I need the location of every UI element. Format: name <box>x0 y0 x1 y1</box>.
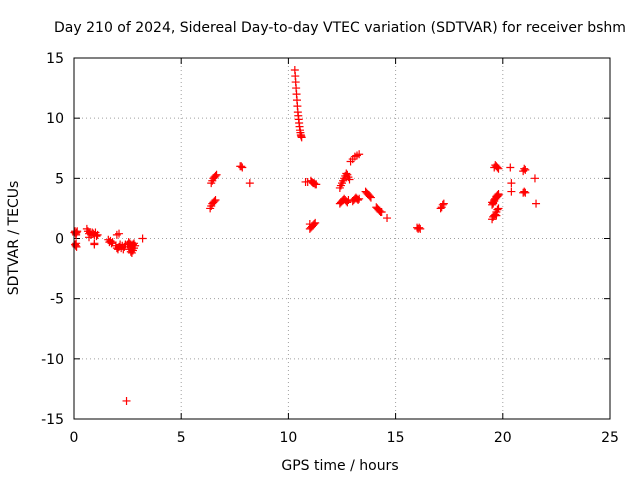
y-tick-label: 5 <box>55 171 64 187</box>
data-point <box>520 164 529 173</box>
y-tick-label: -10 <box>41 352 64 368</box>
data-point <box>493 205 502 214</box>
data-point <box>107 239 116 248</box>
data-point <box>112 230 121 239</box>
data-point <box>494 204 503 213</box>
data-point <box>73 227 82 236</box>
x-tick-label: 10 <box>279 430 297 446</box>
data-point <box>93 230 102 239</box>
data-point <box>494 191 503 200</box>
data-points <box>70 66 541 405</box>
data-point <box>507 187 516 196</box>
data-point <box>492 211 501 220</box>
data-point <box>507 179 516 188</box>
data-point <box>493 192 502 201</box>
data-point <box>355 194 364 203</box>
data-point <box>310 220 319 229</box>
data-point <box>115 229 124 238</box>
data-point <box>211 195 220 204</box>
data-point <box>506 163 515 172</box>
data-point <box>128 240 137 249</box>
data-point <box>353 151 362 160</box>
y-tick-label: -15 <box>41 412 64 428</box>
data-point <box>210 197 219 206</box>
data-point <box>521 188 530 197</box>
chart-title: Day 210 of 2024, Sidereal Day-to-day VTE… <box>54 20 626 36</box>
data-point <box>365 192 374 201</box>
data-point <box>238 163 247 172</box>
data-point <box>366 193 375 202</box>
data-point <box>354 195 363 204</box>
data-point <box>520 187 529 196</box>
data-point <box>438 200 447 209</box>
data-point <box>92 232 101 241</box>
y-tick-label: 10 <box>46 111 64 127</box>
tick-labels: 0 5 10 15 20 25 -15 -10 -5 0 5 10 15 <box>41 51 619 446</box>
data-point <box>245 179 254 188</box>
data-point <box>211 171 220 180</box>
data-point <box>138 234 147 243</box>
data-point <box>383 214 392 223</box>
data-point <box>312 180 321 189</box>
data-point <box>90 240 99 249</box>
data-point <box>85 233 94 242</box>
x-tick-label: 15 <box>387 430 405 446</box>
x-tick-label: 5 <box>177 430 186 446</box>
data-point <box>236 162 245 171</box>
y-tick-label: 15 <box>46 51 64 67</box>
x-axis-title: GPS time / hours <box>281 458 398 474</box>
data-point <box>130 239 139 248</box>
data-point <box>311 218 320 227</box>
data-point <box>297 133 306 142</box>
data-point <box>532 199 541 208</box>
plot-frame <box>73 57 611 420</box>
data-point <box>493 163 502 172</box>
x-tick-label: 20 <box>494 430 512 446</box>
data-point <box>521 165 530 174</box>
data-point <box>416 224 425 233</box>
data-point <box>345 175 354 184</box>
data-point <box>439 199 448 208</box>
data-point <box>494 164 503 173</box>
data-point <box>122 396 131 405</box>
y-axis-title: SDTVAR / TECUs <box>6 181 22 296</box>
y-tick-label: 0 <box>55 232 64 248</box>
x-tick-label: 0 <box>70 430 79 446</box>
data-point <box>355 150 364 159</box>
data-point <box>530 174 539 183</box>
grid-lines <box>74 58 610 419</box>
x-tick-label: 25 <box>601 430 619 446</box>
y-tick-label: -5 <box>50 292 64 308</box>
data-point <box>212 170 221 179</box>
data-point <box>415 223 424 232</box>
data-point <box>377 208 386 217</box>
